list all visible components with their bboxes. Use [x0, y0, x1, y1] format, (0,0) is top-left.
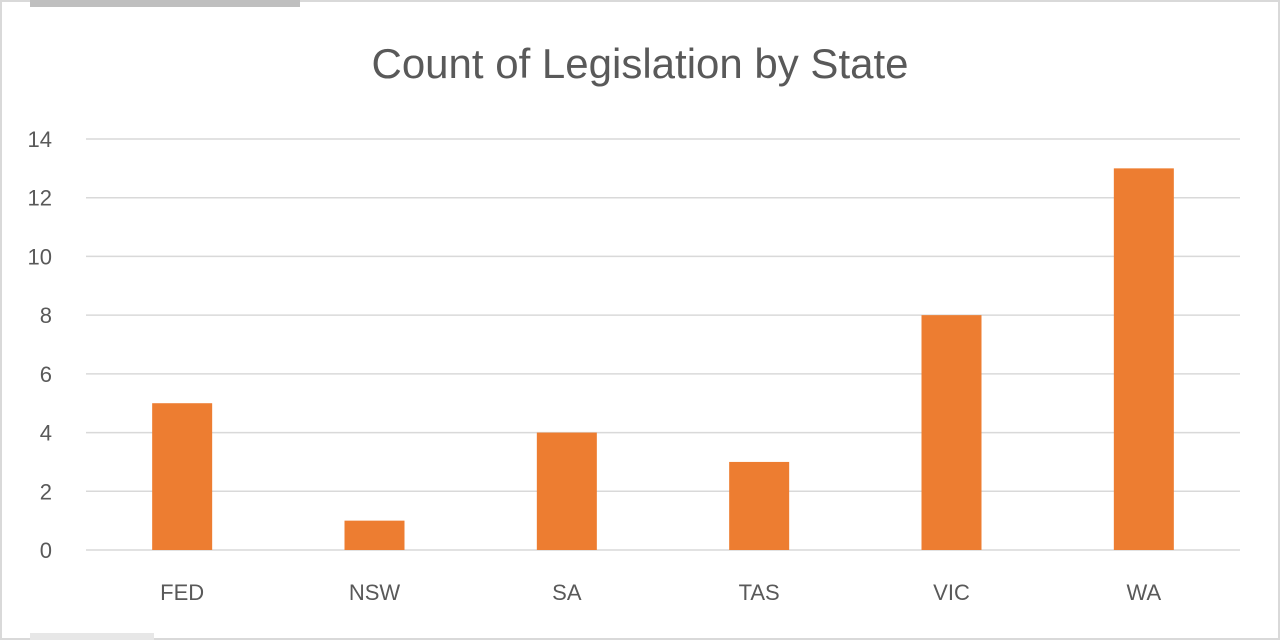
gridlines	[86, 138, 1240, 551]
chart-title: Count of Legislation by State	[371, 40, 909, 87]
bar-nsw[interactable]	[344, 520, 405, 550]
bar-vic[interactable]	[921, 315, 982, 550]
bar-wa[interactable]	[1113, 168, 1174, 550]
bar-sa[interactable]	[536, 432, 597, 550]
bar-tas[interactable]	[729, 461, 790, 550]
bar-fed[interactable]	[152, 403, 213, 550]
y-axis-ticks: 0 2 4 6 8 10 12 14	[28, 127, 52, 563]
x-tick-label: SA	[552, 580, 582, 605]
x-axis-ticks: FED NSW SA TAS VIC WA	[160, 580, 1161, 605]
x-tick-label: FED	[160, 580, 204, 605]
y-tick-label: 8	[40, 303, 52, 328]
top-tab-handle[interactable]	[30, 0, 300, 7]
x-tick-label: TAS	[739, 580, 780, 605]
x-tick-label: VIC	[933, 580, 970, 605]
bars	[152, 168, 1174, 550]
y-tick-label: 12	[28, 186, 52, 211]
x-tick-label: NSW	[349, 580, 401, 605]
y-tick-label: 10	[28, 244, 52, 269]
x-tick-label: WA	[1127, 580, 1162, 605]
y-tick-label: 4	[40, 421, 52, 446]
y-tick-label: 0	[40, 538, 52, 563]
y-tick-label: 6	[40, 362, 52, 387]
y-tick-label: 14	[28, 127, 52, 152]
bottom-tab-handle[interactable]	[30, 633, 154, 640]
y-tick-label: 2	[40, 479, 52, 504]
